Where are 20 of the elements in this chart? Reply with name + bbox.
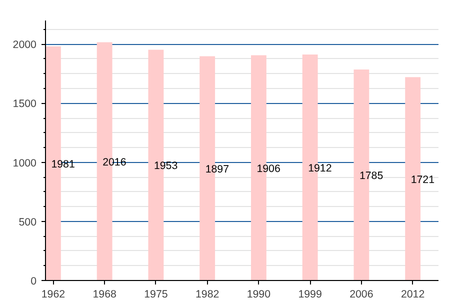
y-tick-label: 500 <box>18 216 37 228</box>
x-tick-label: 1990 <box>246 288 271 300</box>
y-tick-label: 2000 <box>12 39 37 52</box>
data-label: 1953 <box>154 160 178 172</box>
x-tick-label: 1968 <box>92 288 117 300</box>
data-label: 2016 <box>102 156 126 168</box>
x-tick-label: 2006 <box>350 288 374 300</box>
data-label: 1906 <box>256 162 280 175</box>
x-tick-label: 1975 <box>144 288 168 300</box>
x-tick-label: 1962 <box>41 288 66 300</box>
x-tick-label: 1982 <box>195 288 220 300</box>
y-tick-label: 0 <box>30 276 37 288</box>
y-tick-label: 1500 <box>12 98 37 110</box>
x-tick-label: 1999 <box>298 288 322 300</box>
data-label: 1897 <box>205 163 230 176</box>
data-label: 1721 <box>410 174 435 186</box>
y-tick-label: 1000 <box>12 157 37 170</box>
data-label: 1912 <box>308 162 332 175</box>
data-label: 1785 <box>359 170 384 182</box>
x-tick-label: 2012 <box>400 288 425 300</box>
